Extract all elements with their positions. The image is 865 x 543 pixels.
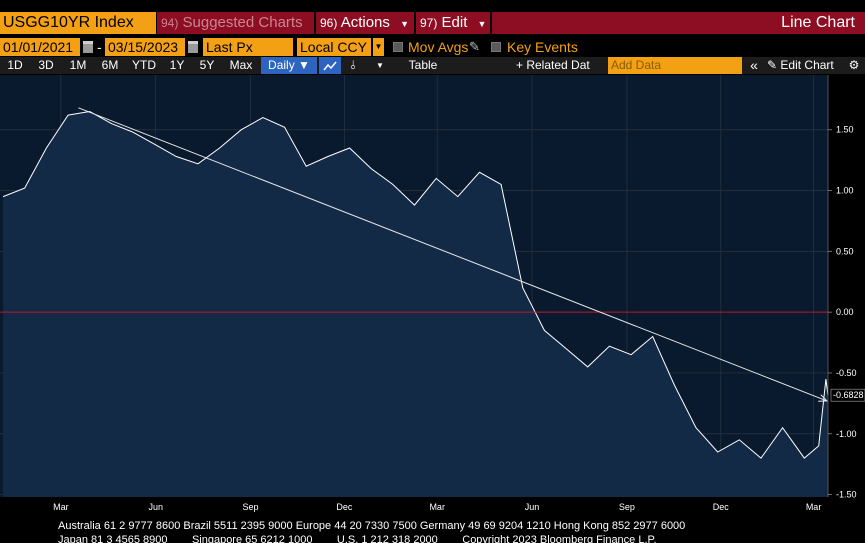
x-tick-label: Mar xyxy=(806,502,822,512)
y-axis: 1.50 1.00 0.50 0.00 -0.50 -1.00 -1.50 xyxy=(828,125,857,500)
chart-type-title: Line Chart xyxy=(492,12,865,34)
line-chart[interactable]: 1.50 1.00 0.50 0.00 -0.50 -1.00 -1.50 Mar Jun Se… xyxy=(0,75,865,517)
key-events-checkbox[interactable] xyxy=(491,42,501,52)
period-1d-button[interactable]: 1D xyxy=(7,58,23,72)
trendline-arrow-icon xyxy=(818,394,829,402)
x-tick-label: Dec xyxy=(336,502,353,512)
footer-line-1: Australia 61 2 9777 8600 Brazil 5511 239… xyxy=(58,520,686,532)
period-6m-button[interactable]: 6M xyxy=(101,58,119,72)
pencil-icon[interactable]: ✎ xyxy=(469,39,480,54)
last-value-label: -0.6828 xyxy=(833,390,864,400)
footer-contacts: Australia 61 2 9777 8600 Brazil 5511 239… xyxy=(58,519,858,543)
x-tick-label: Dec xyxy=(713,502,730,512)
actions-label: Actions xyxy=(340,14,390,31)
x-tick-label: Mar xyxy=(53,502,69,512)
y-tick-label: 1.00 xyxy=(836,186,854,196)
y-tick-label: -1.50 xyxy=(836,490,857,500)
frequency-select[interactable]: Daily ▼ xyxy=(261,57,317,74)
mov-avgs-label: Mov Avgs xyxy=(408,39,469,55)
x-tick-label: Sep xyxy=(619,502,635,512)
actions-button[interactable]: 96) Actions ▼ xyxy=(316,12,414,34)
trendline[interactable] xyxy=(78,107,828,402)
y-tick-label: 1.50 xyxy=(836,125,854,135)
top-toolbar: USGG10YR Index 94) Suggested Charts 96) … xyxy=(0,12,865,34)
collapse-icon[interactable]: « xyxy=(750,57,758,73)
y-tick-label: 0.00 xyxy=(836,307,854,317)
period-3d-button[interactable]: 3D xyxy=(38,58,54,72)
gear-icon[interactable]: ⚙ xyxy=(848,58,860,72)
caret-down-icon: ▼ xyxy=(400,19,409,29)
add-data-input[interactable]: Add Data xyxy=(608,57,742,74)
date-separator: - xyxy=(97,39,102,55)
x-tick-label: Jun xyxy=(525,502,540,512)
suggested-charts-label: Suggested Charts xyxy=(182,14,303,31)
currency-select[interactable]: Local CCY xyxy=(297,38,371,56)
range-toolbar: 01/01/2021 - 03/15/2023 Last Px Local CC… xyxy=(0,38,865,56)
last-value-badge: -0.6828 xyxy=(830,388,865,402)
ticker-field[interactable]: USGG10YR Index xyxy=(0,12,156,34)
x-year-label: 2023 xyxy=(757,516,777,517)
chevron-down-icon[interactable]: ▼ xyxy=(376,61,384,70)
line-chart-icon[interactable] xyxy=(319,57,341,74)
edit-chart-button[interactable]: ✎ Edit Chart xyxy=(767,57,841,74)
edit-chart-label: Edit Chart xyxy=(780,58,834,72)
calendar-icon[interactable] xyxy=(83,41,93,53)
x-tick-label: Jun xyxy=(148,502,163,512)
x-tick-label: Sep xyxy=(243,502,259,512)
series-area xyxy=(3,111,829,497)
suggested-charts-button[interactable]: 94) Suggested Charts xyxy=(157,12,314,34)
key-events-label: Key Events xyxy=(507,39,578,55)
period-ytd-button[interactable]: YTD xyxy=(132,58,156,72)
related-data-button[interactable]: + Related Dat xyxy=(516,58,590,72)
suggested-charts-num: 94) xyxy=(161,16,179,30)
end-date-input[interactable]: 03/15/2023 xyxy=(105,38,185,56)
candlestick-icon[interactable]: ⫰ xyxy=(350,58,356,72)
period-5y-button[interactable]: 5Y xyxy=(199,58,215,72)
table-button[interactable]: Table xyxy=(408,58,438,72)
edit-button[interactable]: 97) Edit ▼ xyxy=(416,12,490,34)
x-tick-label: Mar xyxy=(429,502,445,512)
series-line xyxy=(2,110,829,459)
mov-avgs-checkbox[interactable] xyxy=(393,42,403,52)
edit-num: 97) xyxy=(420,16,438,30)
edit-label: Edit xyxy=(441,14,468,31)
calendar-icon[interactable] xyxy=(188,41,198,53)
period-max-button[interactable]: Max xyxy=(229,58,253,72)
price-field-select[interactable]: Last Px xyxy=(203,38,293,56)
pencil-icon: ✎ xyxy=(767,58,778,72)
chevron-down-icon[interactable]: ▼ xyxy=(372,38,384,56)
y-tick-label: -1.00 xyxy=(836,429,857,439)
y-tick-label: -0.50 xyxy=(836,368,857,378)
footer-line-2: Japan 81 3 4565 8900 Singapore 65 6212 1… xyxy=(58,534,657,543)
caret-down-icon: ▼ xyxy=(477,19,487,29)
x-year-label: 2022 xyxy=(553,516,573,517)
period-1y-button[interactable]: 1Y xyxy=(169,58,185,72)
period-1m-button[interactable]: 1M xyxy=(69,58,87,72)
actions-num: 96) xyxy=(320,16,338,30)
start-date-input[interactable]: 01/01/2021 xyxy=(0,38,80,56)
y-tick-label: 0.50 xyxy=(836,246,854,256)
x-year-label: 2021 xyxy=(177,516,197,517)
x-axis: Mar Jun Sep Dec Mar Jun Sep Dec Mar 2021 2022 2023 xyxy=(53,502,821,517)
period-toolbar: 1D 3D 1M 6M YTD 1Y 5Y Max Daily ▼ ⫰ ▼ Ta… xyxy=(0,57,865,74)
